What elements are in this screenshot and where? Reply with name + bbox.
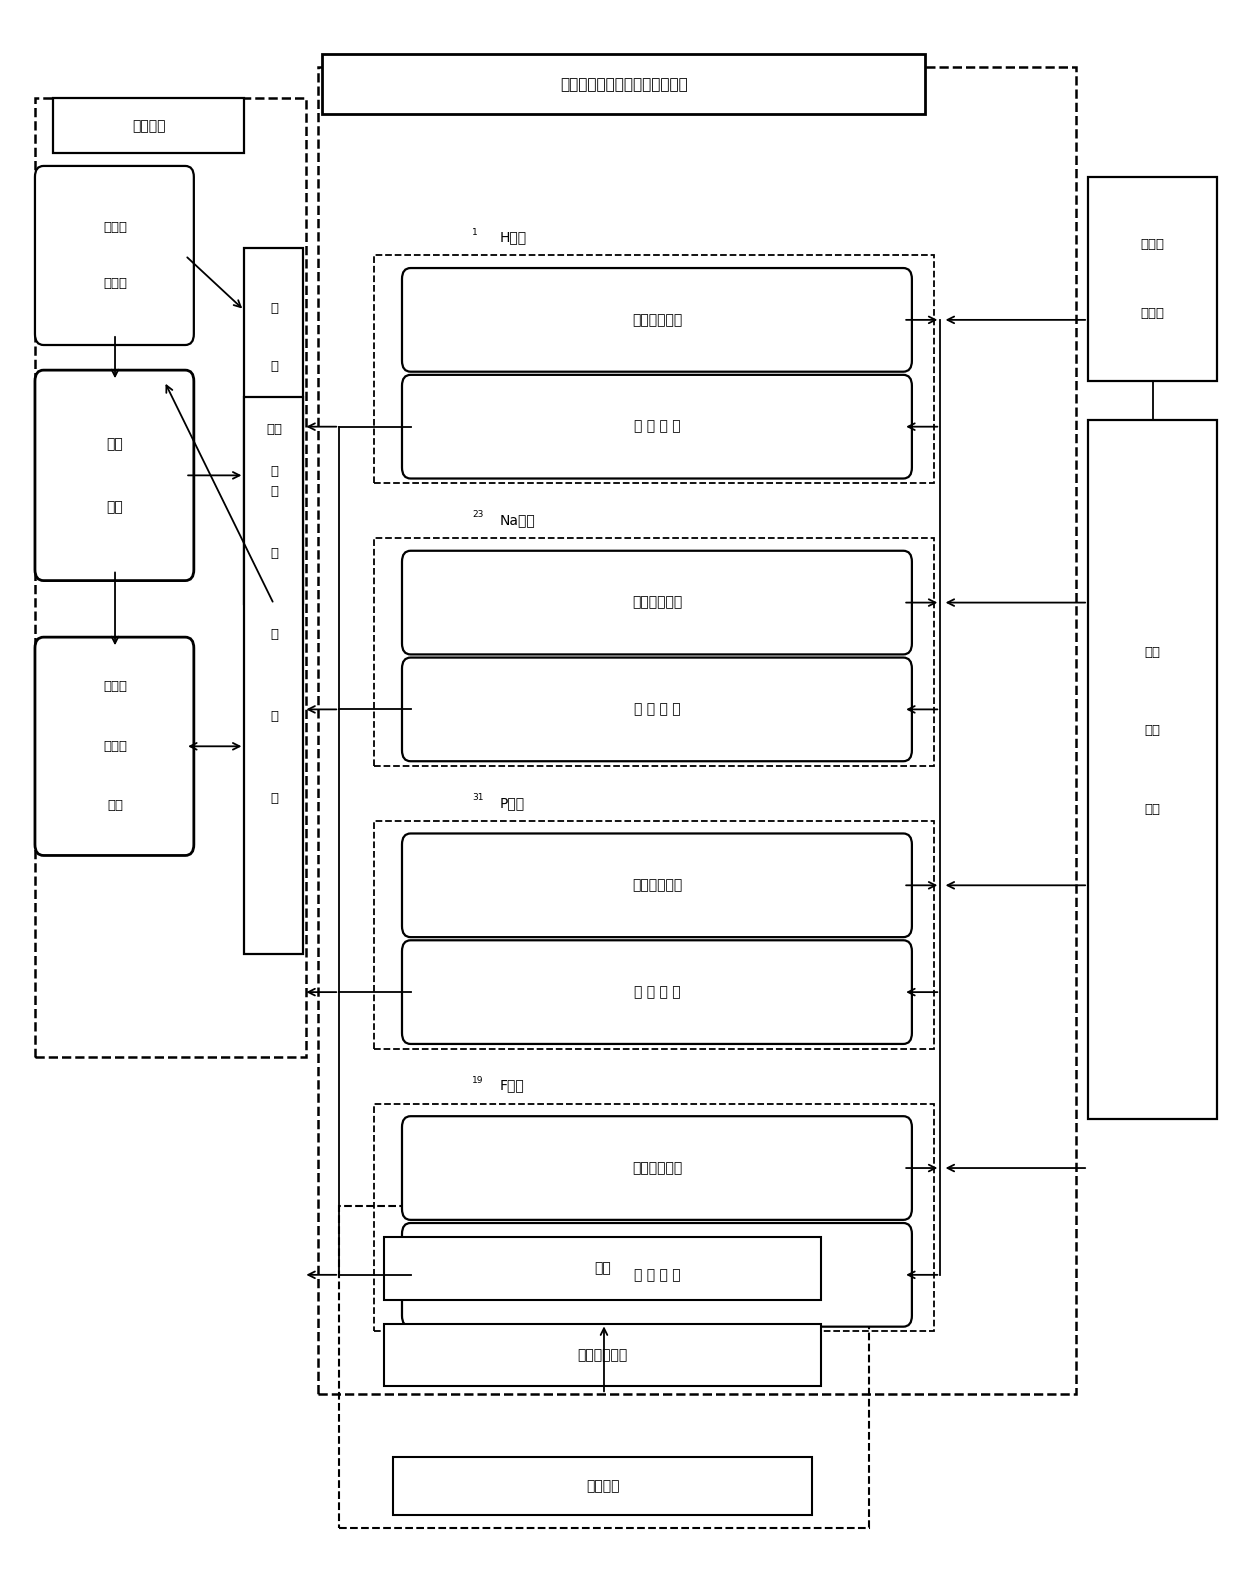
Text: 图: 图 (270, 464, 278, 478)
Text: H通道: H通道 (500, 231, 527, 245)
FancyBboxPatch shape (402, 374, 911, 478)
Bar (383, 1323, 821, 1386)
Text: 置: 置 (270, 360, 278, 373)
FancyBboxPatch shape (35, 369, 193, 581)
Text: 像: 像 (270, 546, 278, 559)
Text: 据: 据 (270, 711, 278, 723)
FancyBboxPatch shape (402, 1116, 911, 1221)
Text: 信号激: 信号激 (1141, 238, 1164, 251)
Bar (35, 98, 306, 1056)
Text: 素激: 素激 (1145, 725, 1161, 737)
Text: 信号采: 信号采 (103, 221, 126, 234)
Text: 显示: 显示 (107, 799, 123, 813)
Text: 射频发射线圈: 射频发射线圈 (578, 1348, 627, 1363)
Text: 信 号 采 集: 信 号 采 集 (634, 420, 681, 434)
Text: 库: 库 (270, 791, 278, 805)
FancyBboxPatch shape (35, 166, 193, 344)
Text: 处理及: 处理及 (103, 741, 126, 753)
Text: 数: 数 (270, 628, 278, 641)
Bar (1087, 177, 1218, 381)
Text: 19: 19 (472, 1075, 484, 1085)
Bar (322, 54, 925, 114)
Bar (373, 821, 934, 1048)
FancyBboxPatch shape (402, 940, 911, 1044)
FancyBboxPatch shape (402, 268, 911, 371)
Text: 31: 31 (472, 793, 484, 802)
FancyBboxPatch shape (35, 638, 193, 856)
Text: P通道: P通道 (500, 796, 525, 810)
Text: 成像系统: 成像系统 (133, 118, 166, 133)
Text: 磁化系统: 磁化系统 (587, 1480, 620, 1494)
Bar (373, 538, 934, 766)
Bar (244, 248, 304, 605)
Bar (244, 396, 304, 954)
Bar (340, 1206, 869, 1528)
Bar (393, 1457, 812, 1516)
Text: Na通道: Na通道 (500, 513, 534, 527)
Text: 信 号 采 集: 信 号 采 集 (634, 1268, 681, 1282)
Text: 磁体: 磁体 (594, 1262, 611, 1276)
Text: 发器: 发器 (1145, 802, 1161, 816)
Bar (373, 1104, 934, 1331)
Bar (373, 256, 934, 483)
FancyBboxPatch shape (402, 551, 911, 654)
Text: 前: 前 (270, 302, 278, 314)
Text: 多核: 多核 (1145, 646, 1161, 658)
Text: 发系统: 发系统 (1141, 306, 1164, 321)
Text: 信号激发功放: 信号激发功放 (632, 878, 682, 892)
Bar (1087, 420, 1218, 1120)
Text: 信号激发功放: 信号激发功放 (632, 595, 682, 609)
FancyBboxPatch shape (402, 657, 911, 761)
Text: 重建: 重建 (107, 501, 124, 513)
Text: 图像: 图像 (107, 437, 124, 452)
Bar (319, 66, 1076, 1394)
Text: 23: 23 (472, 510, 484, 519)
Text: 多核素多频信号激发与采集系统: 多核素多频信号激发与采集系统 (559, 77, 687, 92)
Text: 1: 1 (472, 227, 477, 237)
Bar (383, 1236, 821, 1300)
Text: 信 号 采 集: 信 号 采 集 (634, 985, 681, 1000)
Text: F通道: F通道 (500, 1078, 525, 1093)
Text: 图像后: 图像后 (103, 681, 126, 693)
Text: 信 号 采 集: 信 号 采 集 (634, 703, 681, 717)
Text: 放大: 放大 (265, 423, 281, 436)
Text: 信号激发功放: 信号激发功放 (632, 1161, 682, 1175)
FancyBboxPatch shape (402, 1224, 911, 1326)
Bar (53, 98, 244, 153)
Text: 集命令: 集命令 (103, 278, 126, 291)
FancyBboxPatch shape (402, 834, 911, 938)
Text: 信号激发功放: 信号激发功放 (632, 313, 682, 327)
Text: 器: 器 (270, 485, 278, 499)
